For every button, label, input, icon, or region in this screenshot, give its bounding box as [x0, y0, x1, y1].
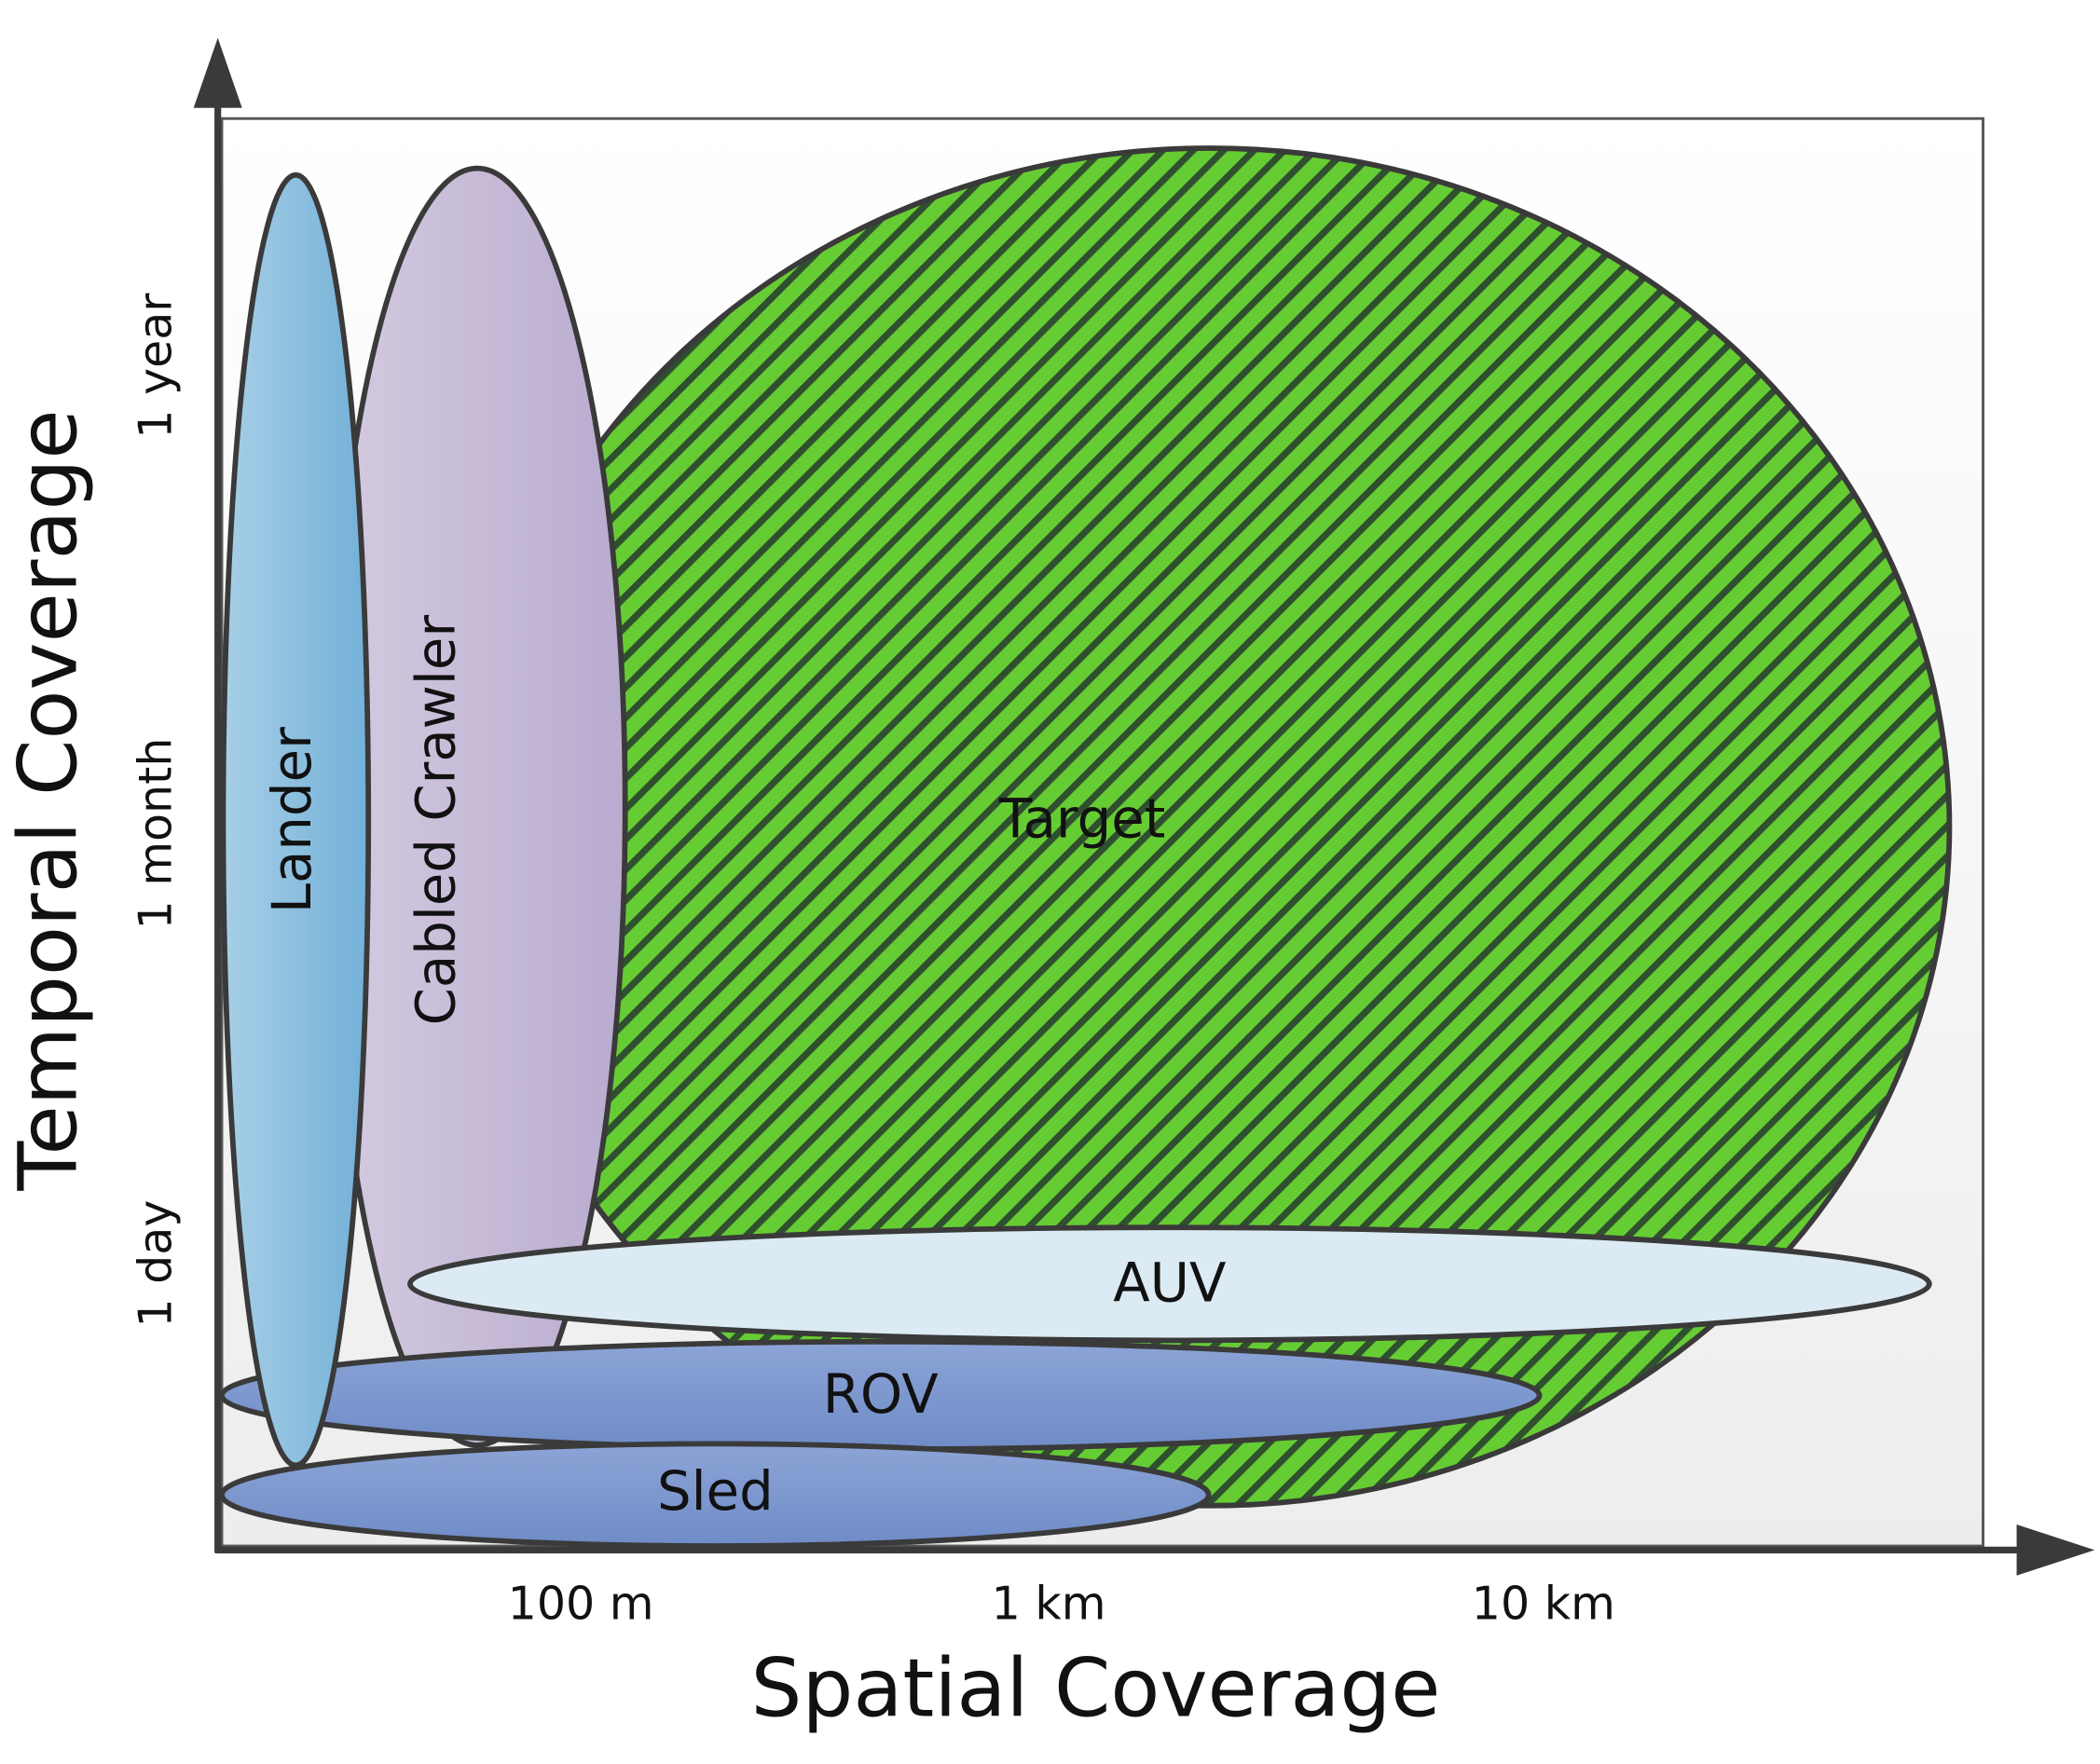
y-tick-label: 1 year: [129, 293, 183, 439]
region-label: Sled: [657, 1459, 774, 1523]
sled-region: [219, 1441, 1212, 1549]
region-label: Target: [998, 787, 1165, 851]
auv-region: [407, 1224, 1932, 1344]
y-tick-label: 1 day: [129, 1200, 183, 1328]
region-label: AUV: [1113, 1251, 1226, 1314]
x-tick-label: 10 km: [1472, 1576, 1615, 1630]
x-tick-label: 100 m: [508, 1576, 654, 1630]
y-arrow: [193, 37, 242, 108]
y-axis-label: Temporal Coverage: [3, 409, 96, 1191]
y-tick-label: 1 month: [129, 738, 183, 930]
region-label: ROV: [823, 1362, 939, 1426]
x-axis-label: Spatial Coverage: [751, 1643, 1441, 1736]
x-arrow: [2016, 1524, 2095, 1576]
region-label: Cabled Crawler: [404, 615, 467, 1026]
region-label: Lander: [260, 727, 323, 913]
x-tick-label: 1 km: [992, 1576, 1106, 1630]
